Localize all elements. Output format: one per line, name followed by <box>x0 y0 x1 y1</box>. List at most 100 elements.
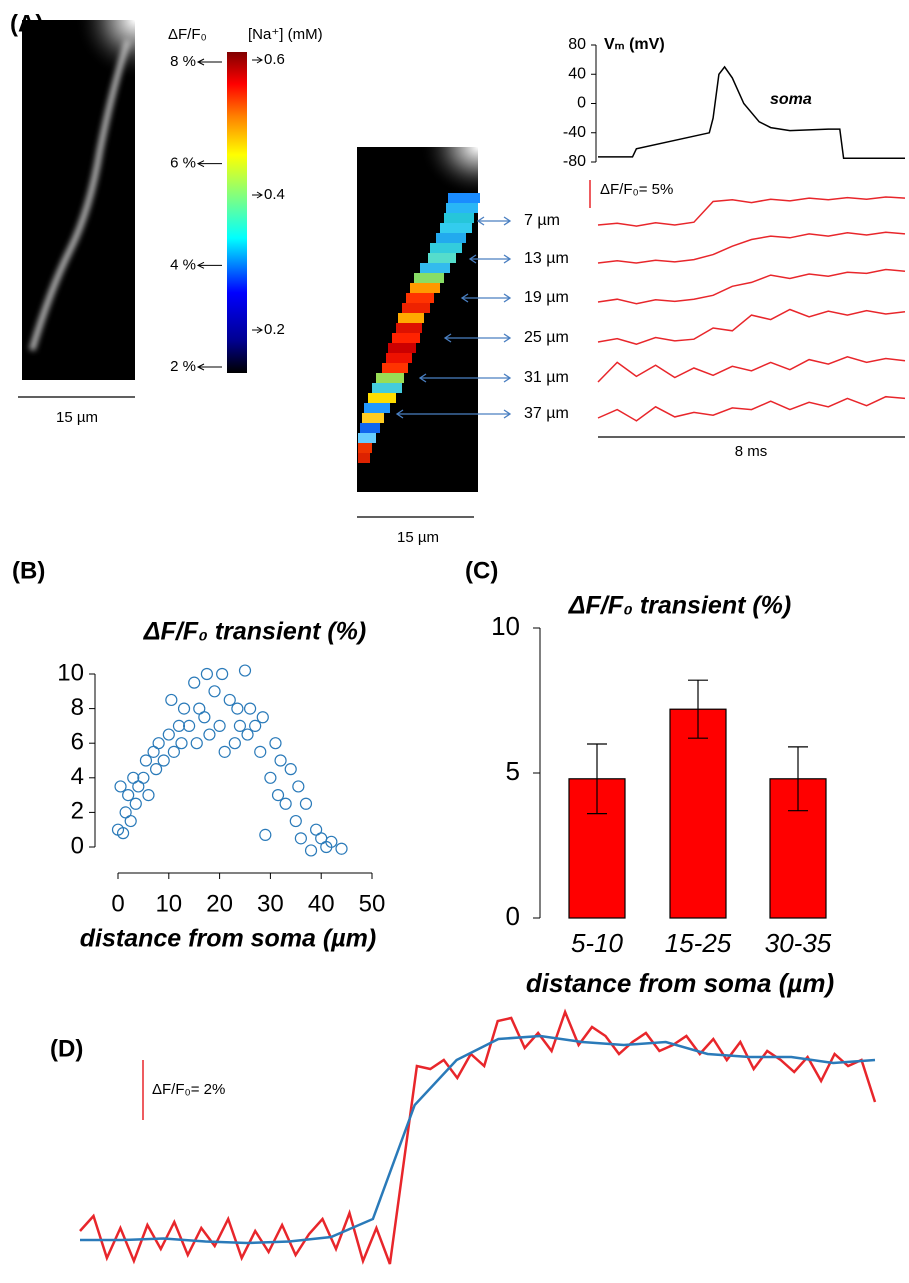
legend-label: 13 µm <box>524 250 569 267</box>
point <box>243 702 257 715</box>
point <box>152 737 165 750</box>
point <box>137 771 150 784</box>
x-tick-label: 30-35 <box>765 928 832 958</box>
point <box>259 828 272 841</box>
map-block <box>358 453 370 463</box>
map-block <box>388 343 416 353</box>
point <box>304 844 318 857</box>
point <box>177 702 191 715</box>
arrow-head <box>256 56 263 64</box>
point <box>116 827 130 840</box>
map-block <box>358 443 372 453</box>
arrow-head <box>503 409 512 419</box>
x-tick-label: 20 <box>206 890 233 917</box>
x-tick-label: 5-10 <box>571 928 624 958</box>
arrow-head <box>503 216 512 226</box>
point <box>114 780 127 793</box>
map-block <box>396 323 422 333</box>
colorbar-tick-label: 0.6 <box>264 51 285 68</box>
x-tick-label: 50 <box>359 890 386 917</box>
trace <box>80 1034 876 1245</box>
point <box>183 719 196 733</box>
map-block <box>360 423 380 433</box>
point <box>284 763 297 776</box>
annotation: soma <box>770 91 812 108</box>
point <box>142 788 155 802</box>
x-tick-label: 30 <box>257 890 284 917</box>
legend-label: 25 µm <box>524 329 569 346</box>
scale-bar-label: ΔF/F₀= 5% <box>600 181 673 198</box>
scale-bar-label: 15 µm <box>397 529 439 546</box>
point <box>292 780 305 793</box>
point <box>231 702 244 715</box>
colorbar-title: ΔF/F₀ <box>168 26 207 43</box>
map-block <box>414 273 444 283</box>
point <box>122 788 135 802</box>
map-block <box>430 243 462 253</box>
point <box>190 737 203 750</box>
point <box>325 835 338 848</box>
colorbar-tick-label: 0.2 <box>264 321 285 338</box>
point <box>198 711 211 724</box>
arrow-head <box>503 293 512 303</box>
y-tick-label: 0 <box>71 832 84 859</box>
arrow-head <box>196 363 205 371</box>
point <box>289 814 302 828</box>
arrow-head <box>418 373 427 383</box>
y-tick-label: -40 <box>563 124 586 141</box>
scale-bar-label: 15 µm <box>56 409 98 426</box>
point <box>274 754 287 767</box>
map-block <box>428 253 456 263</box>
point <box>256 711 269 724</box>
point <box>188 676 201 689</box>
map-block <box>358 433 376 443</box>
point <box>228 737 241 750</box>
map-block <box>386 353 412 363</box>
point <box>165 693 178 707</box>
y-tick-label: 2 <box>71 798 84 825</box>
map-block <box>402 303 430 313</box>
arrow-head <box>196 261 205 269</box>
point <box>218 745 231 758</box>
point <box>299 797 313 810</box>
point <box>249 719 262 733</box>
scale-bar-label: 8 ms <box>735 443 768 460</box>
arrow-head <box>256 326 263 334</box>
colorbar-tick-label: 0.4 <box>264 186 285 203</box>
arrow-head <box>256 191 263 199</box>
point <box>175 737 188 750</box>
map-block <box>406 293 434 303</box>
map-block <box>446 203 478 213</box>
map-block <box>368 393 396 403</box>
map-block <box>382 363 408 373</box>
point <box>150 763 163 776</box>
point <box>139 754 153 767</box>
colorbar-title: [Na⁺] (mM) <box>248 26 323 43</box>
y-tick-label: 40 <box>568 65 586 82</box>
point <box>241 728 254 741</box>
colorbar <box>227 52 247 373</box>
legend-label: 7 µm <box>524 212 560 229</box>
trace <box>597 231 906 264</box>
colorbar-tick-label: 8 % <box>170 53 196 70</box>
panel-label: (D) <box>50 1035 83 1062</box>
legend-label: 31 µm <box>524 369 569 386</box>
bar <box>669 708 727 919</box>
map-block <box>440 223 472 233</box>
point <box>233 719 247 733</box>
trace <box>598 65 905 160</box>
arrow-head <box>503 333 512 343</box>
arrow-head <box>443 333 452 343</box>
point <box>279 797 292 810</box>
y-axis-label: Vₘ (mV) <box>604 36 665 53</box>
y-tick-label: 0 <box>577 95 586 112</box>
point <box>208 685 221 698</box>
trace <box>597 308 906 345</box>
y-tick-label: 8 <box>71 694 84 721</box>
y-tick-label: 10 <box>491 611 520 641</box>
point <box>223 693 236 707</box>
point <box>269 737 282 750</box>
arrow-head <box>503 373 512 383</box>
point <box>294 832 307 845</box>
